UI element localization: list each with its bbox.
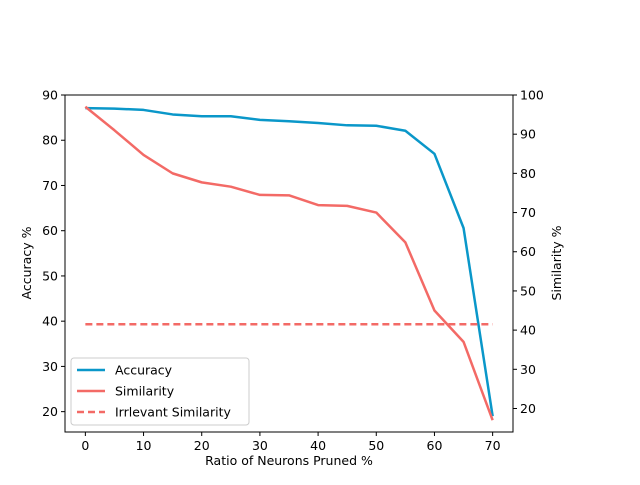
series-line-accuracy [85, 106, 494, 417]
right-y-tick-label: 90 [520, 127, 536, 142]
x-tick-label: 20 [194, 438, 210, 453]
legend-box [70, 357, 250, 426]
x-tick-label: 0 [81, 438, 89, 453]
left-y-tick-label: 90 [42, 88, 58, 103]
left-y-tick-label: 80 [42, 133, 58, 148]
series-line-similarity [84, 105, 494, 421]
legend: Accuracy Similarity Irrlevant Similarity [70, 357, 250, 426]
right-y-tick-label: 50 [520, 283, 536, 298]
left-y-tick-label: 40 [42, 314, 58, 329]
right-y-tick-label: 80 [520, 166, 536, 181]
left-y-tick-label: 30 [42, 359, 58, 374]
legend-label-similarity: Similarity [115, 384, 175, 399]
x-tick-label: 60 [427, 438, 443, 453]
legend-label-irrelevant-similarity: Irrlevant Similarity [115, 405, 231, 420]
left-y-tick-label: 70 [42, 178, 58, 193]
left-y-tick-label: 60 [42, 223, 58, 238]
right-y-tick-label: 100 [520, 88, 544, 103]
x-axis-label: Ratio of Neurons Pruned % [205, 453, 373, 468]
x-tick-label: 30 [252, 438, 268, 453]
plot-frame [64, 94, 514, 433]
left-y-axis-ticks: 20 30 40 50 60 70 80 90 [42, 88, 65, 419]
x-tick-label: 40 [310, 438, 326, 453]
right-y-tick-label: 60 [520, 244, 536, 259]
x-axis-ticks: 0 10 20 30 40 50 60 70 [81, 432, 501, 453]
left-y-tick-label: 50 [42, 268, 58, 283]
right-y-tick-label: 40 [520, 323, 536, 338]
series-lines [84, 105, 494, 421]
right-y-axis-ticks: 20 30 40 50 60 70 80 90 100 [513, 88, 544, 416]
x-tick-label: 10 [136, 438, 152, 453]
left-y-axis-label: Accuracy % [19, 226, 34, 299]
right-y-axis-label: Similarity % [549, 225, 564, 300]
x-tick-label: 50 [368, 438, 384, 453]
right-y-tick-label: 20 [520, 401, 536, 416]
right-y-tick-label: 30 [520, 362, 536, 377]
left-y-tick-label: 20 [42, 404, 58, 419]
legend-label-accuracy: Accuracy [115, 363, 173, 378]
right-y-tick-label: 70 [520, 205, 536, 220]
x-tick-label: 70 [485, 438, 501, 453]
